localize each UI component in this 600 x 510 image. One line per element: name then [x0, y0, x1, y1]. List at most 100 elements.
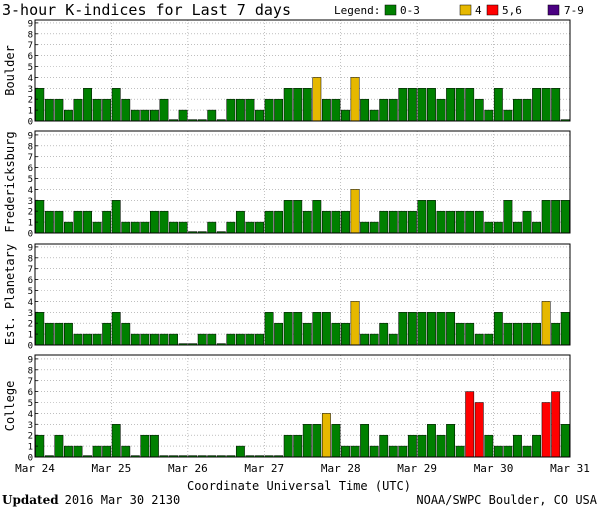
- k-bar: [427, 424, 436, 458]
- legend-item-7-9: 7-9: [564, 4, 584, 17]
- k-bar: [235, 98, 245, 122]
- k-bar: [427, 88, 436, 122]
- k-bar: [149, 333, 159, 346]
- footer-updated-label: Updated: [2, 493, 59, 507]
- k-bar: [513, 322, 522, 346]
- k-bar: [64, 109, 73, 122]
- k-bar: [283, 200, 293, 234]
- y-tick-label: 0: [28, 454, 33, 464]
- k-bar: [503, 200, 513, 234]
- k-bar: [102, 445, 112, 458]
- k-bar: [551, 200, 561, 234]
- k-bar: [560, 424, 570, 458]
- y-tick-label: 5: [28, 287, 33, 297]
- k-bar: [274, 322, 284, 346]
- k-bar: [169, 221, 178, 234]
- y-tick-label: 5: [28, 399, 33, 409]
- k-bar: [331, 210, 341, 234]
- k-bar: [274, 210, 284, 234]
- y-tick-label: 4: [28, 186, 33, 196]
- y-tick-label: 6: [28, 276, 33, 286]
- k-bar: [465, 322, 475, 346]
- k-bar: [35, 200, 45, 234]
- k-bar: [493, 445, 503, 458]
- k-bar: [532, 221, 541, 234]
- panel-frame: [34, 243, 571, 346]
- k-bar: [341, 210, 350, 234]
- k-bar: [532, 88, 541, 122]
- k-bar: [417, 434, 427, 458]
- k-bar: [302, 322, 312, 346]
- y-tick-label: 1: [28, 331, 33, 341]
- k-bar: [321, 312, 331, 346]
- k-bar: [350, 445, 360, 458]
- k-bar: [140, 333, 150, 346]
- legend-label: Legend:: [334, 4, 380, 17]
- y-tick-label: 7: [28, 377, 33, 387]
- legend-swatch-4: [459, 4, 472, 16]
- k-bar: [474, 333, 484, 346]
- k-bar: [255, 109, 264, 122]
- k-bar: [64, 221, 73, 234]
- k-bar: [493, 88, 503, 122]
- k-bar: [360, 221, 370, 234]
- k-bar: [92, 221, 102, 234]
- y-tick-label: 6: [28, 388, 33, 398]
- k-bar: [255, 333, 264, 346]
- y-tick-label: 1: [28, 219, 33, 229]
- k-bar: [54, 434, 64, 458]
- k-bar: [407, 88, 417, 122]
- k-bar: [54, 322, 64, 346]
- k-bar: [54, 98, 64, 122]
- k-bar: [493, 312, 503, 346]
- k-bar: [245, 333, 255, 346]
- k-bar: [302, 424, 312, 458]
- k-bar: [341, 109, 350, 122]
- k-bar: [159, 98, 169, 122]
- k-bar: [159, 333, 169, 346]
- x-tick-label: Mar 29: [397, 462, 437, 475]
- k-bar: [83, 333, 92, 346]
- k-bar: [455, 88, 465, 122]
- k-bar: [44, 322, 54, 346]
- k-bar: [551, 322, 561, 346]
- k-bar: [398, 312, 408, 346]
- y-tick-label: 9: [28, 243, 33, 253]
- k-bar: [541, 88, 551, 122]
- k-bar: [560, 312, 570, 346]
- k-bar: [446, 88, 456, 122]
- k-bar: [388, 333, 398, 346]
- k-bar: [178, 109, 188, 122]
- k-bar: [417, 200, 427, 234]
- k-bar: [522, 445, 532, 458]
- y-tick-label: 1: [28, 107, 33, 117]
- k-bar: [92, 333, 102, 346]
- x-tick-label: Mar 26: [168, 462, 208, 475]
- k-bar: [226, 221, 236, 234]
- k-bar: [321, 210, 331, 234]
- k-bar: [178, 221, 188, 234]
- k-bar: [149, 210, 159, 234]
- k-bar: [513, 221, 522, 234]
- y-tick-label: 6: [28, 164, 33, 174]
- k-bar: [44, 210, 54, 234]
- k-bar: [83, 88, 92, 122]
- x-tick-label: Mar 28: [321, 462, 361, 475]
- y-tick-label: 3: [28, 309, 33, 319]
- k-bar: [302, 210, 312, 234]
- k-bar: [436, 312, 446, 346]
- k-bar: [465, 210, 475, 234]
- y-tick-label: 0: [28, 342, 33, 352]
- k-bar: [484, 109, 494, 122]
- y-tick-label: 2: [28, 432, 33, 442]
- y-tick-label: 6: [28, 52, 33, 62]
- k-bar: [446, 424, 456, 458]
- k-bar: [436, 434, 446, 458]
- k-bar: [64, 445, 73, 458]
- k-bar: [130, 221, 140, 234]
- y-tick-label: 7: [28, 153, 33, 163]
- k-bar: [302, 88, 312, 122]
- k-bar: [360, 98, 370, 122]
